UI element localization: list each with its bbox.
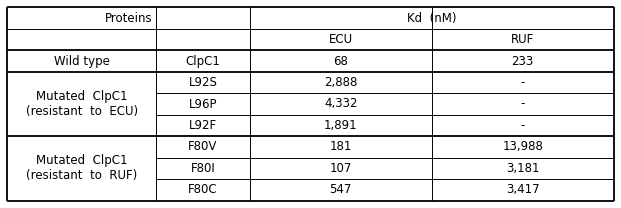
Text: ECU: ECU [329, 33, 353, 46]
Text: F80V: F80V [188, 140, 217, 154]
Text: 181: 181 [330, 140, 352, 154]
Text: 1,891: 1,891 [324, 119, 358, 132]
Text: L92S: L92S [189, 76, 217, 89]
Text: 4,332: 4,332 [324, 98, 358, 110]
Text: 3,181: 3,181 [506, 162, 540, 175]
Text: F80I: F80I [191, 162, 215, 175]
Text: 2,888: 2,888 [324, 76, 358, 89]
Text: 107: 107 [330, 162, 352, 175]
Text: L92F: L92F [189, 119, 217, 132]
Text: -: - [520, 98, 525, 110]
Text: 233: 233 [512, 54, 534, 68]
Text: 13,988: 13,988 [502, 140, 543, 154]
Text: Wild type: Wild type [54, 54, 110, 68]
Text: 547: 547 [330, 183, 352, 197]
Text: F80C: F80C [188, 183, 218, 197]
Text: 68: 68 [333, 54, 348, 68]
Text: ClpC1: ClpC1 [186, 54, 220, 68]
Text: Mutated  ClpC1
(resistant  to  ECU): Mutated ClpC1 (resistant to ECU) [25, 90, 138, 118]
Text: 3,417: 3,417 [506, 183, 540, 197]
Text: RUF: RUF [511, 33, 534, 46]
Text: Proteins: Proteins [105, 11, 153, 25]
Text: Mutated  ClpC1
(resistant  to  RUF): Mutated ClpC1 (resistant to RUF) [26, 155, 137, 182]
Text: Kd  (nM): Kd (nM) [407, 11, 456, 25]
Text: -: - [520, 76, 525, 89]
Text: L96P: L96P [189, 98, 217, 110]
Text: -: - [520, 119, 525, 132]
